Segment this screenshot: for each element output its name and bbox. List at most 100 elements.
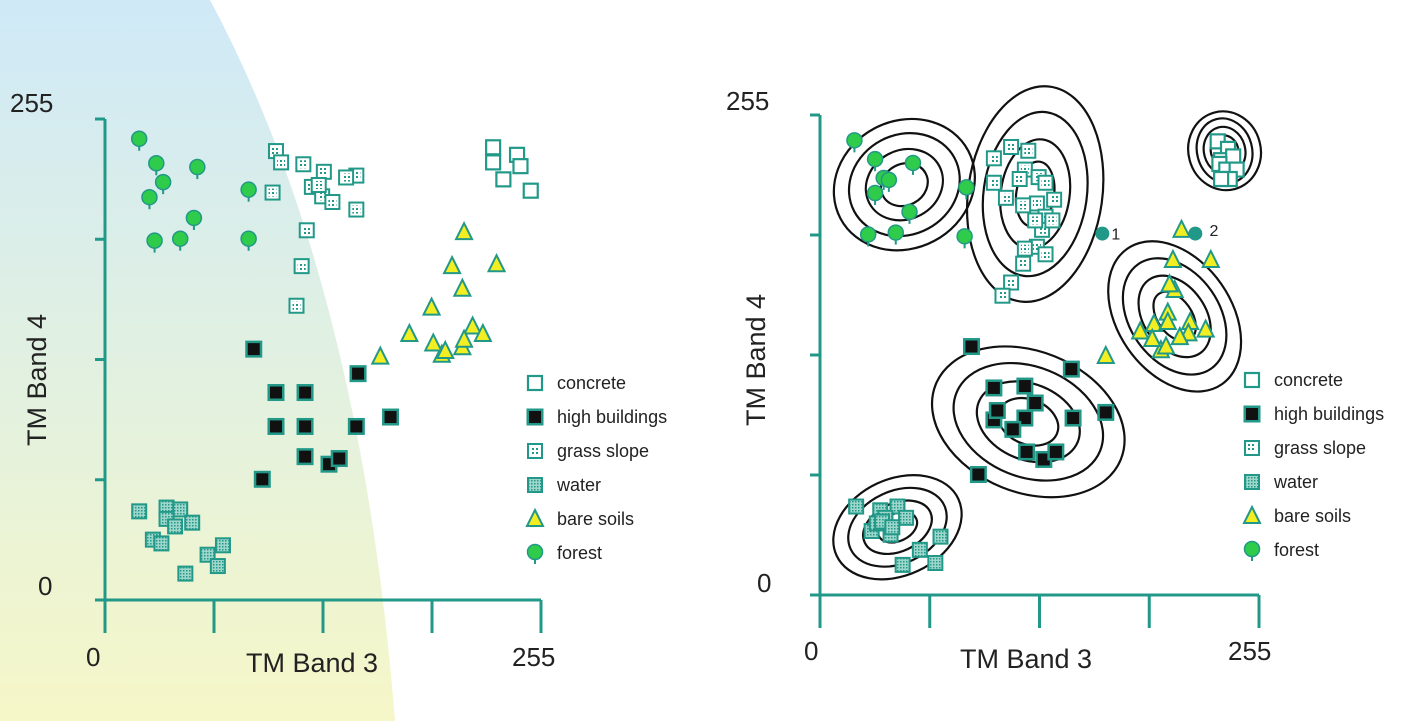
ellipse-water [847,486,948,568]
point-high-buildings-marker [253,470,271,488]
point-water-marker [172,501,189,518]
legend-label-concrete: concrete [557,373,626,393]
point-high-buildings-marker [985,379,1003,397]
point-bare-soils-marker [1144,312,1164,332]
point-forest-marker [240,230,257,251]
point-forest-marker [141,188,158,210]
annotation-label: 2 [1209,223,1218,240]
point-bare-soils-marker [370,345,390,365]
ellipse-high-buildings [975,380,1081,464]
point-forest-marker [904,154,922,175]
point-forest-marker [866,184,884,206]
x-tick-label-max: 255 [512,642,555,672]
point-high-buildings-marker [347,417,365,435]
point-bare-soils-marker [1201,248,1221,268]
point-water-marker [153,535,170,552]
point-concrete-marker [522,182,539,199]
point-grass-slope-marker [310,177,327,194]
ellipse-high-buildings [930,345,1126,499]
legend-label-bare-soils: bare soils [557,509,634,529]
legend-label-forest: forest [1274,540,1319,560]
point-forest-marker [859,226,877,247]
legend-forest-marker [1243,540,1261,561]
y-tick-label-max: 255 [726,86,769,116]
ellipse-forest [864,147,944,222]
point-bare-soils-marker [486,253,507,273]
point-high-buildings-marker [988,402,1006,420]
point-grass-slope-marker [264,184,281,201]
point-grass-slope-marker [293,258,310,275]
legend-concrete-marker [526,374,544,392]
point-forest-marker [185,209,203,230]
point-high-buildings-marker [1047,443,1065,461]
legend-bare-soils-marker [1242,504,1262,524]
x-tick-label-min: 0 [804,636,818,666]
legend-grass-slope-marker [1244,440,1260,456]
ellipse-concrete [1187,110,1263,192]
y-axis-title: TM Band 4 [741,294,771,426]
point-water-marker [894,556,911,573]
ellipse-layer [832,85,1263,581]
point-grass-slope-marker [1011,171,1028,187]
point-bare-soils-marker [473,322,493,343]
point-bare-soils-marker [454,328,474,348]
legend-concrete-marker [1243,371,1261,389]
point-bare-soils-marker [1158,310,1178,331]
point-high-buildings-marker [969,466,987,484]
x-axis-title: TM Band 3 [246,648,378,678]
point-grass-slope-marker [1027,212,1044,229]
point-high-buildings-marker [1018,443,1036,461]
ellipse-forest [847,132,961,238]
x-tick-label-max: 255 [1228,636,1271,666]
point-concrete-marker [485,139,502,156]
series-bare-soils [370,220,507,365]
point-high-buildings-marker [245,340,263,358]
point-grass-slope-marker [1046,191,1063,208]
point-bare-soils-marker [1130,320,1150,340]
point-high-buildings-marker [1016,377,1034,395]
background-gradient-region [0,0,395,721]
point-grass-slope-marker [1037,246,1054,263]
point-grass-slope-marker [298,222,315,239]
point-forest-marker [866,150,884,172]
point-bare-soils-marker [1156,335,1176,355]
series-water [131,499,231,582]
point-high-buildings-marker [962,338,980,356]
y-tick-label-min: 0 [757,568,771,598]
ellipse-bare-soils [1107,240,1243,393]
point-forest-marker [130,130,148,151]
legend-label-high-buildings: high buildings [1274,404,1384,424]
point-high-buildings-marker [1062,360,1080,378]
y-tick-label-max: 255 [10,88,53,118]
series-water [848,498,949,573]
point-grass-slope-marker [1028,195,1045,212]
point-unclassified-marker [1188,226,1203,241]
point-forest-marker [901,203,918,224]
legend-label-water: water [556,475,601,495]
point-bare-soils-marker [462,315,483,335]
point-forest-marker [958,179,975,200]
annotation-label: 1 [1111,227,1120,244]
point-high-buildings-marker [349,365,367,383]
legend-high-buildings-marker [526,408,544,426]
point-forest-marker [146,232,163,253]
series-concrete [1209,133,1245,188]
legend-label-concrete: concrete [1274,370,1343,390]
series-forest [846,132,975,249]
point-grass-slope-marker [295,156,312,173]
point-bare-soils-marker [452,277,472,297]
point-grass-slope-marker [1015,197,1032,214]
scatter-plot-left: 255 0 0 255 TM Band 3 TM Band 4 concrete… [10,88,667,678]
point-forest-marker [189,158,206,180]
point-grass-slope-marker [288,297,305,314]
point-grass-slope-marker [273,154,290,171]
point-grass-slope-marker [1037,174,1054,191]
axes [810,113,1261,628]
point-high-buildings-marker [330,450,348,468]
point-water-marker [214,537,231,554]
marks-layer [130,130,539,582]
point-water-marker [884,519,901,536]
legend: concrete high buildings grass slope water ba… [525,373,667,564]
